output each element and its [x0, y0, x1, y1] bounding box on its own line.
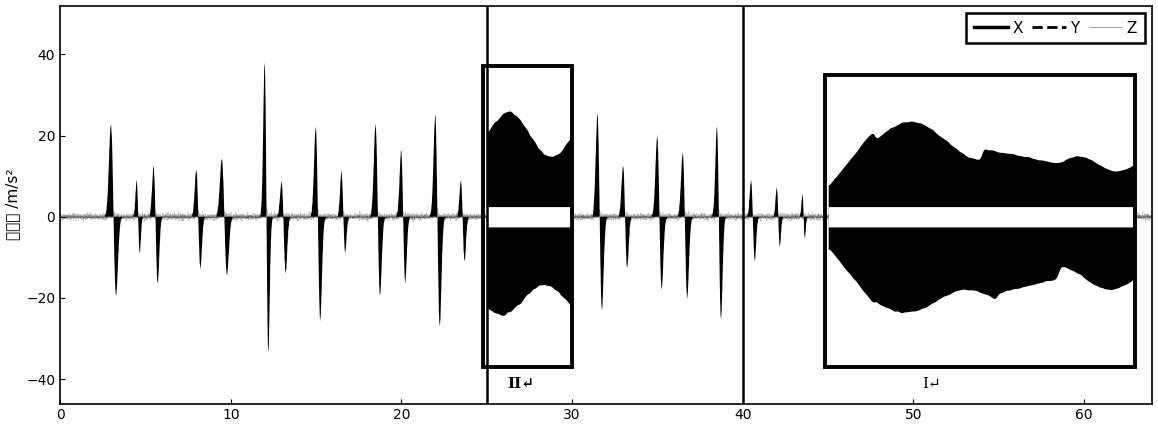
Text: I↵: I↵ — [922, 377, 940, 391]
Y-axis label: 加速度 /m/s²: 加速度 /m/s² — [6, 169, 21, 240]
Bar — [824, 74, 1135, 367]
Bar — [483, 66, 572, 367]
Text: II↵: II↵ — [507, 377, 534, 391]
Legend: X, Y, Z: X, Y, Z — [967, 13, 1145, 44]
